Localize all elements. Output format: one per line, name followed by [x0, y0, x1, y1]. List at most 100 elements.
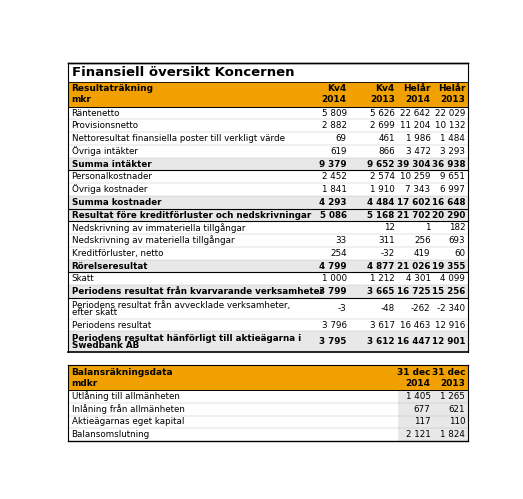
Text: 1 986: 1 986	[406, 134, 430, 143]
Bar	[69, 132, 468, 145]
Text: 677: 677	[414, 405, 430, 414]
Text: 16 725: 16 725	[397, 287, 430, 296]
Text: 21 026: 21 026	[397, 261, 430, 270]
Text: 22 642: 22 642	[400, 109, 430, 118]
Text: 9 651: 9 651	[440, 172, 465, 181]
Text: 69: 69	[336, 134, 347, 143]
Bar	[69, 331, 468, 352]
Text: Resultat före kreditförluster och nedskrivningar: Resultat före kreditförluster och nedskr…	[72, 211, 311, 220]
Text: Resultaträkning
mkr: Resultaträkning mkr	[72, 84, 154, 104]
Text: 4 877: 4 877	[367, 261, 395, 270]
Bar	[69, 298, 468, 319]
Text: Nettoresultat finansiella poster till verkligt värde: Nettoresultat finansiella poster till ve…	[72, 134, 285, 143]
Text: Balansräkningsdata
mdkr: Balansräkningsdata mdkr	[72, 368, 173, 388]
Bar	[69, 285, 468, 298]
Text: Aktieägarnas eget kapital: Aktieägarnas eget kapital	[72, 417, 184, 427]
Text: Periodens resultat hänförligt till aktieägarna i: Periodens resultat hänförligt till aktie…	[72, 334, 301, 343]
Bar	[398, 390, 468, 403]
Text: 866: 866	[378, 147, 395, 156]
Bar	[69, 222, 468, 234]
Text: Summa intäkter: Summa intäkter	[72, 160, 151, 169]
Text: Helår
2014: Helår 2014	[403, 84, 430, 104]
Text: 12: 12	[384, 223, 395, 232]
Text: 3 617: 3 617	[370, 320, 395, 329]
Text: 1 212: 1 212	[370, 274, 395, 283]
Bar	[69, 416, 468, 428]
Text: 10 132: 10 132	[435, 121, 465, 130]
Text: Provisionsnetto: Provisionsnetto	[72, 121, 139, 130]
Text: 621: 621	[449, 405, 465, 414]
Bar	[69, 319, 468, 331]
Text: 1 405: 1 405	[405, 392, 430, 401]
Bar	[69, 183, 468, 196]
Bar	[398, 428, 468, 441]
Text: Övriga kostnader: Övriga kostnader	[72, 185, 147, 195]
Text: 15 256: 15 256	[432, 287, 465, 296]
Text: Kv4
2014: Kv4 2014	[322, 84, 347, 104]
Text: Rörelseresultat: Rörelseresultat	[72, 261, 148, 270]
Text: 22 029: 22 029	[435, 109, 465, 118]
Text: efter skatt: efter skatt	[72, 307, 117, 316]
Bar	[69, 428, 468, 441]
Bar	[69, 390, 468, 403]
Text: Nedskrivning av immateriella tillgångar: Nedskrivning av immateriella tillgångar	[72, 223, 245, 233]
Text: 2 699: 2 699	[370, 121, 395, 130]
Text: 20 290: 20 290	[432, 211, 465, 220]
Text: 2 574: 2 574	[370, 172, 395, 181]
Text: 117: 117	[414, 417, 430, 427]
Text: 1: 1	[425, 223, 430, 232]
Text: 10 259: 10 259	[400, 172, 430, 181]
Text: Personalkostnader: Personalkostnader	[72, 172, 153, 181]
Text: -2 340: -2 340	[437, 304, 465, 313]
Text: Räntenetto: Räntenetto	[72, 109, 120, 118]
Text: -3: -3	[338, 304, 347, 313]
Bar	[69, 119, 468, 132]
Bar	[69, 247, 468, 259]
Text: 311: 311	[378, 236, 395, 245]
Text: 1 841: 1 841	[322, 185, 347, 194]
Bar	[69, 82, 468, 107]
Text: 1 910: 1 910	[370, 185, 395, 194]
Text: 3 799: 3 799	[319, 287, 347, 296]
Text: 3 293: 3 293	[440, 147, 465, 156]
Text: 256: 256	[414, 236, 430, 245]
Text: Kv4
2013: Kv4 2013	[370, 84, 395, 104]
Text: 11 204: 11 204	[400, 121, 430, 130]
Text: 16 648: 16 648	[432, 198, 465, 207]
Text: 60: 60	[454, 249, 465, 258]
Text: 419: 419	[414, 249, 430, 258]
Text: 6 997: 6 997	[440, 185, 465, 194]
Text: 5 168: 5 168	[367, 211, 395, 220]
Text: 693: 693	[449, 236, 465, 245]
Text: 1 824: 1 824	[440, 430, 465, 439]
Text: 12 901: 12 901	[432, 337, 465, 346]
Text: 4 484: 4 484	[367, 198, 395, 207]
Text: 7 343: 7 343	[405, 185, 430, 194]
Text: -48: -48	[380, 304, 395, 313]
Text: 9 652: 9 652	[367, 160, 395, 169]
Text: -262: -262	[411, 304, 430, 313]
Text: 16 447: 16 447	[397, 337, 430, 346]
Text: 4 099: 4 099	[440, 274, 465, 283]
Text: 2 452: 2 452	[322, 172, 347, 181]
Bar	[69, 158, 468, 170]
Text: 12 916: 12 916	[435, 320, 465, 329]
Text: 17 602: 17 602	[397, 198, 430, 207]
Text: 3 796: 3 796	[322, 320, 347, 329]
Text: 31 dec
2014: 31 dec 2014	[397, 368, 430, 388]
Text: 5 086: 5 086	[320, 211, 347, 220]
Text: 254: 254	[330, 249, 347, 258]
Text: 31 dec
2013: 31 dec 2013	[432, 368, 465, 388]
Text: Inlåning från allmänheten: Inlåning från allmänheten	[72, 404, 185, 414]
Text: Helår
2013: Helår 2013	[438, 84, 465, 104]
Bar	[69, 259, 468, 272]
Text: Periodens resultat från kvarvarande verksamheter: Periodens resultat från kvarvarande verk…	[72, 287, 323, 296]
Text: Nedskrivning av materiella tillgångar: Nedskrivning av materiella tillgångar	[72, 236, 234, 246]
Bar	[69, 403, 468, 416]
Text: Summa kostnader: Summa kostnader	[72, 198, 161, 207]
Text: Periodens resultat från avvecklade verksamheter,: Periodens resultat från avvecklade verks…	[72, 301, 290, 310]
Text: 5 626: 5 626	[370, 109, 395, 118]
Bar	[69, 145, 468, 158]
Text: 4 293: 4 293	[319, 198, 347, 207]
Text: 1 265: 1 265	[440, 392, 465, 401]
